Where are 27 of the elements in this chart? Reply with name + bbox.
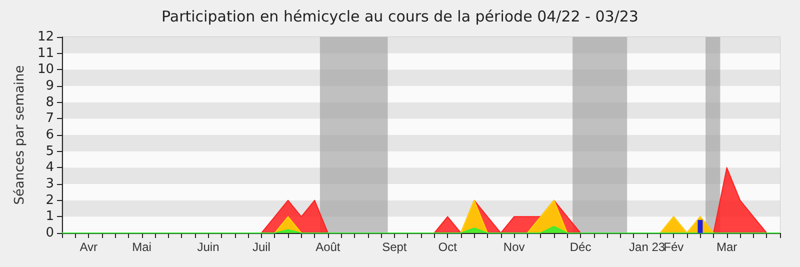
y-tick-label: 4	[46, 160, 54, 176]
y-tick-label: 3	[46, 176, 54, 192]
y-tick-label: 5	[46, 144, 54, 159]
y-tick-label: 9	[46, 78, 54, 94]
y-tick-label: 11	[37, 46, 54, 61]
y-tick-label: 1	[46, 209, 54, 224]
x-tick-label: Jan 23	[629, 240, 666, 254]
x-tick-label: Mar	[716, 240, 738, 254]
x-tick-label: Déc	[570, 240, 592, 254]
chart-title: Participation en hémicycle au cours de la période 04/22 - 03/23	[162, 8, 638, 26]
y-tick-label: 10	[37, 62, 54, 78]
x-tick-label: Avr	[80, 240, 98, 254]
y-tick-label: 2	[46, 192, 54, 208]
x-tick-label: Juin	[197, 240, 220, 254]
x-tick-label: Sept	[382, 240, 408, 254]
x-tick-label: Oct	[438, 240, 458, 254]
x-tick-label: Fév	[664, 240, 684, 254]
y-tick-label: 7	[46, 111, 54, 126]
x-tick-label: Nov	[503, 240, 525, 254]
y-axis-title: Séances par semaine	[12, 65, 28, 205]
y-tick-label: 12	[37, 30, 54, 44]
x-tick-label: Août	[316, 240, 341, 254]
y-tick-label: 0	[46, 226, 54, 240]
x-tick-label: Juil	[252, 240, 270, 254]
y-tick-label: 6	[46, 128, 54, 142]
y-tick-label: 8	[46, 94, 54, 110]
x-tick-label: Mai	[132, 240, 152, 254]
